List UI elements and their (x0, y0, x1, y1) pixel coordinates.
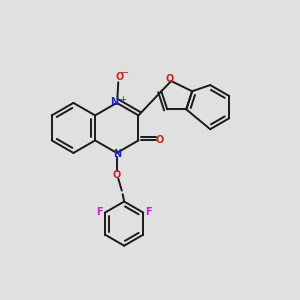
Text: +: + (119, 94, 125, 103)
Text: O: O (115, 72, 123, 82)
Text: −: − (121, 68, 129, 78)
Text: N: N (113, 149, 122, 159)
Text: F: F (145, 207, 152, 217)
Text: O: O (155, 135, 164, 146)
Text: O: O (113, 170, 121, 180)
Text: F: F (96, 207, 103, 217)
Text: O: O (166, 74, 174, 84)
Text: N: N (110, 97, 118, 107)
